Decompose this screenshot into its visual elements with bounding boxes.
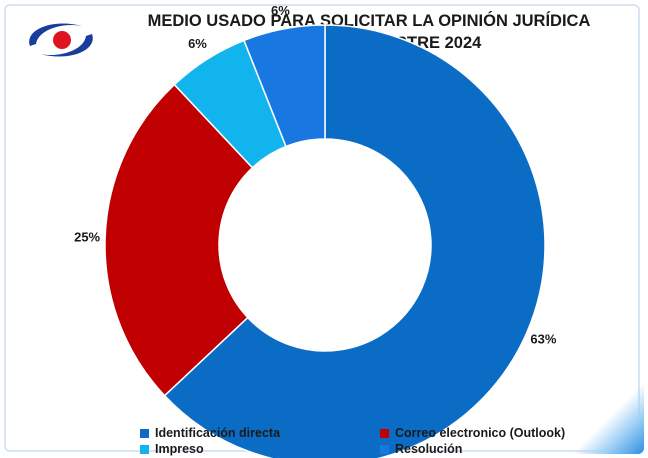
logo-icon bbox=[29, 23, 93, 57]
corner-decoration bbox=[564, 374, 644, 454]
legend-item-correo-electronico-outlook: Correo electronico (Outlook) bbox=[380, 426, 620, 440]
data-label-identificacion-directa: 63% bbox=[530, 332, 556, 347]
legend-label: Resolución bbox=[395, 442, 463, 456]
legend-swatch bbox=[140, 428, 149, 438]
legend-item-resolucion: Resolución bbox=[380, 442, 620, 456]
data-label-resolucion: 6% bbox=[271, 3, 290, 18]
data-label-impreso: 6% bbox=[188, 36, 207, 51]
legend-label: Impreso bbox=[155, 442, 204, 456]
chart-title-line1: MEDIO USADO PARA SOLICITAR LA OPINIÓN JU… bbox=[147, 12, 591, 30]
legend-item-identificacion-directa: Identificación directa bbox=[140, 426, 380, 440]
legend-swatch bbox=[140, 444, 149, 454]
legend-swatch bbox=[380, 444, 389, 454]
slice-identificacion-directa bbox=[163, 24, 546, 458]
legend-swatch bbox=[380, 428, 389, 438]
legend-label: Identificación directa bbox=[155, 426, 281, 440]
chart-legend: Identificación directa Correo electronico… bbox=[140, 426, 620, 456]
data-label-correo-electronico-outlook: 25% bbox=[74, 230, 100, 245]
slice-correo-electronico-outlook bbox=[104, 83, 254, 397]
legend-item-impreso: Impreso bbox=[140, 442, 380, 456]
legend-label: Correo electronico (Outlook) bbox=[395, 426, 566, 440]
slice-resolucion bbox=[243, 24, 326, 148]
